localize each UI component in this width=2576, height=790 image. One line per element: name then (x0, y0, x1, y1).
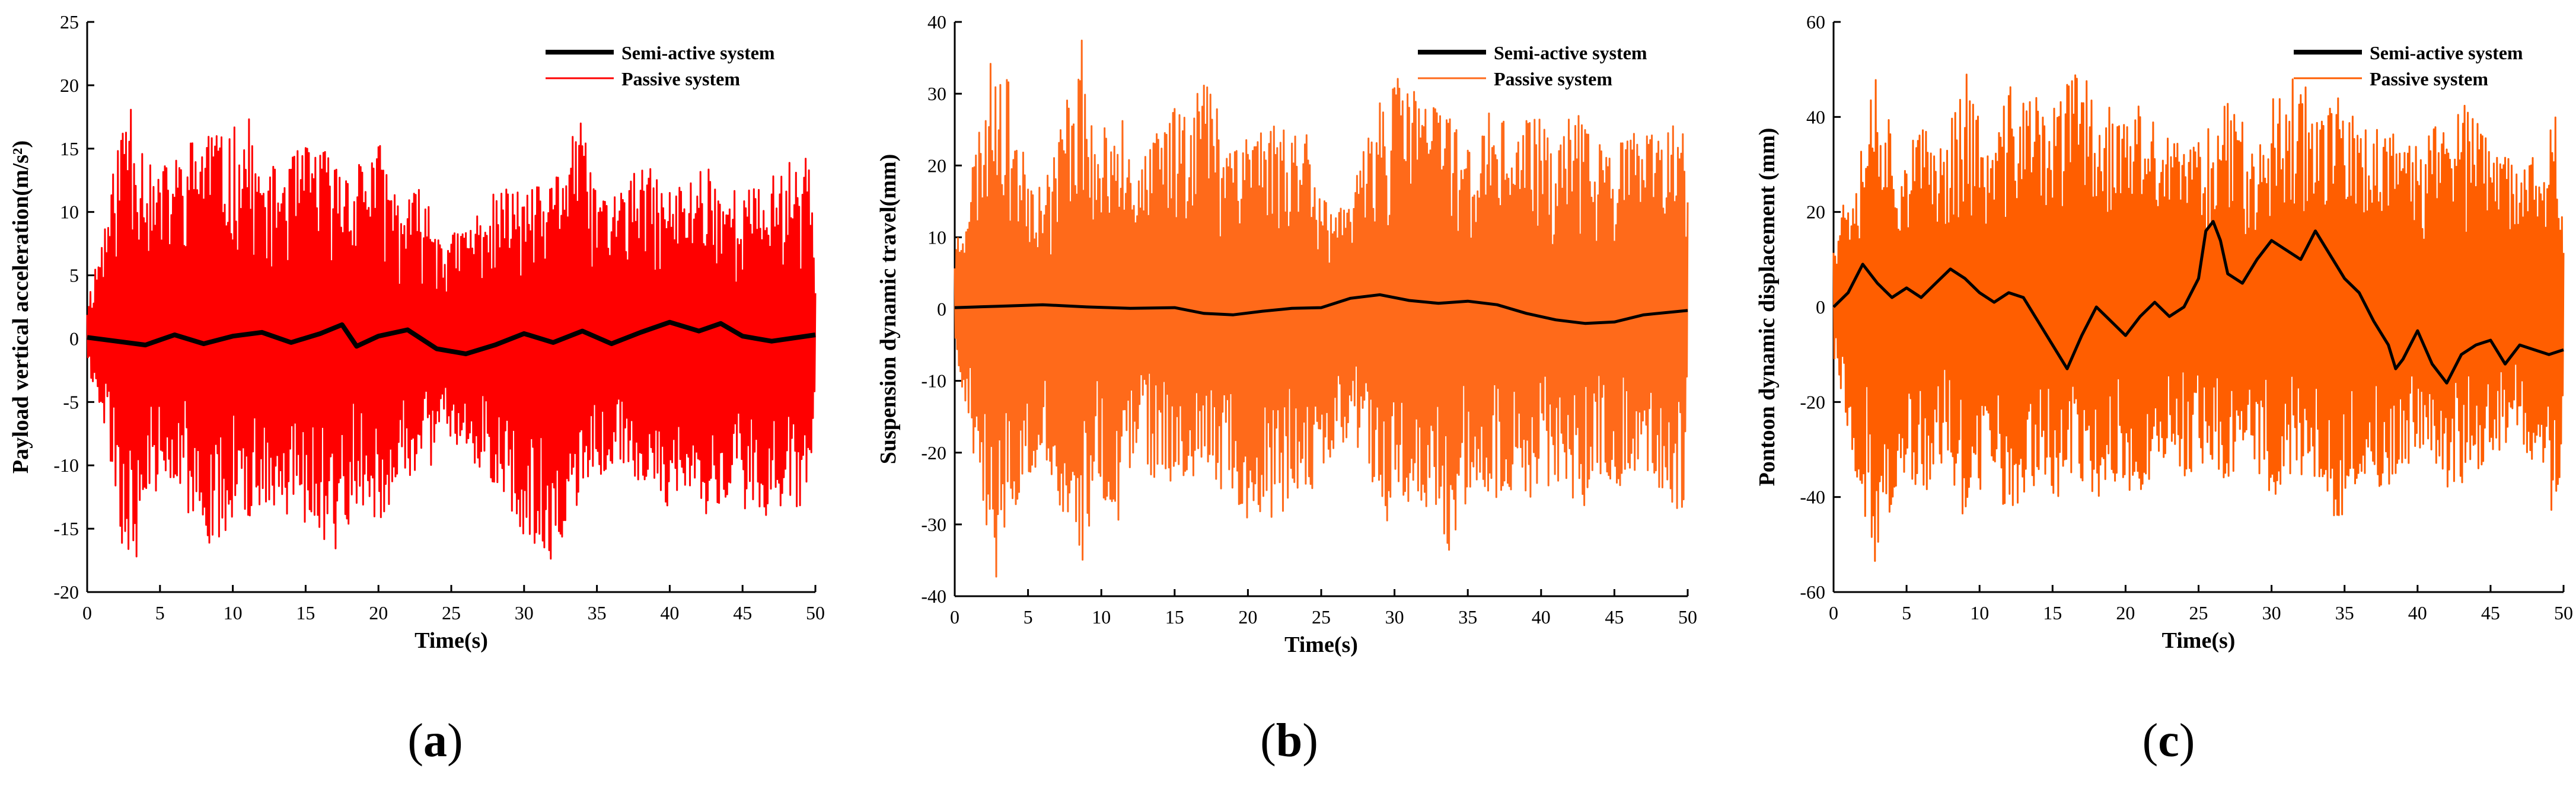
chart-b: -40 -30 -20 -10 0 10 20 30 40 0 5 10 15 20 25 30 35 40 45 5… (876, 11, 1697, 657)
y-tick-label: 0 (937, 299, 946, 320)
legend-label-passive: Passive system (621, 68, 740, 89)
x-tick-label: 35 (1458, 606, 1477, 628)
x-tick-label: 25 (1312, 606, 1331, 628)
y-tick-label: -40 (1800, 487, 1825, 508)
legend-label-passive: Passive system (1494, 68, 1612, 89)
x-tick-label: 15 (2043, 602, 2062, 623)
caption-a: (a) (407, 715, 463, 767)
x-tick-label: 35 (588, 602, 607, 623)
legend-label-semi-active: Semi-active system (1494, 42, 1647, 63)
y-tick-label: 30 (927, 83, 946, 104)
x-tick-label: 5 (1024, 606, 1033, 628)
x-axis-label: Time(s) (415, 628, 488, 653)
x-tick-label: 15 (1165, 606, 1184, 628)
x-tick-label: 45 (2481, 602, 2500, 623)
x-tick-label: 5 (155, 602, 165, 623)
y-tick-label: 0 (69, 328, 79, 349)
x-tick-label: 0 (82, 602, 92, 623)
x-tick-label: 0 (950, 606, 959, 628)
y-tick-label: -15 (53, 518, 79, 539)
x-tick-label: 20 (1238, 606, 1257, 628)
x-tick-label: 15 (296, 602, 315, 623)
semi-active-series-line (1832, 220, 2564, 385)
y-axis-label: Payload vertical acceleration(m/s²) (8, 140, 33, 474)
legend-label-semi-active: Semi-active system (621, 42, 775, 63)
y-tick-label: 15 (60, 138, 79, 159)
x-tick-label: 40 (2408, 602, 2427, 623)
y-tick-label: 20 (927, 155, 946, 176)
x-tick-label: 50 (2554, 602, 2573, 623)
x-axis-label: Time(s) (2162, 628, 2236, 653)
y-tick-label: -20 (53, 581, 79, 603)
semi-active-series-line (954, 293, 1688, 325)
y-tick-label: 20 (60, 75, 79, 96)
x-axis-label: Time(s) (1284, 632, 1358, 657)
y-tick-label: -20 (1800, 391, 1825, 412)
y-tick-label: -40 (921, 586, 946, 607)
chart-c: -60 -40 -20 0 20 40 60 0 5 10 15 20 25 30 35 40 45 50 Time… (1755, 11, 2573, 653)
x-tick-label: 25 (442, 602, 461, 623)
x-tick-label: 0 (1829, 602, 1838, 623)
x-tick-label: 25 (2189, 602, 2208, 623)
y-tick-label: 10 (927, 226, 946, 248)
y-tick-label: 10 (60, 202, 79, 223)
y-tick-label: 20 (1806, 202, 1825, 223)
passive-series-line (954, 39, 1689, 578)
y-tick-label: 60 (1806, 11, 1825, 33)
passive-series-line (86, 108, 817, 560)
y-tick-label: 5 (69, 265, 79, 286)
y-tick-label: -60 (1800, 581, 1825, 603)
chart-a: -20 -15 -10 -5 0 5 10 15 20 25 0 5 10 15 20 25 30 35 40 45 5… (8, 11, 825, 653)
y-tick-label: 25 (60, 11, 79, 33)
x-tick-label: 5 (1902, 602, 1911, 623)
x-tick-label: 35 (2335, 602, 2354, 623)
x-tick-label: 30 (1385, 606, 1404, 628)
y-axis-label: Pontoon dynamic displacement (mm) (1755, 128, 1780, 487)
y-tick-label: 0 (1816, 296, 1825, 318)
caption-c: (c) (2142, 715, 2195, 767)
x-tick-label: 40 (660, 602, 679, 623)
legend-label-semi-active: Semi-active system (2370, 42, 2523, 63)
y-tick-label: 40 (927, 11, 946, 33)
x-tick-label: 10 (1092, 606, 1111, 628)
y-tick-label: -30 (921, 514, 946, 535)
semi-active-series-line (87, 319, 816, 357)
caption-b: (b) (1260, 715, 1318, 767)
x-tick-label: 40 (1532, 606, 1551, 628)
x-tick-label: 10 (1970, 602, 1989, 623)
y-axis-label: Suspension dynamic travel(mm) (876, 154, 901, 465)
x-tick-label: 30 (515, 602, 534, 623)
y-tick-label: -20 (921, 442, 946, 463)
x-tick-label: 45 (733, 602, 752, 623)
passive-series-line (1832, 73, 2565, 562)
y-tick-label: -10 (921, 370, 946, 392)
x-tick-label: 45 (1605, 606, 1624, 628)
x-tick-label: 30 (2262, 602, 2281, 623)
x-tick-label: 50 (1678, 606, 1697, 628)
y-tick-label: 40 (1806, 106, 1825, 127)
y-tick-label: -10 (53, 455, 79, 476)
x-tick-label: 50 (806, 602, 825, 623)
y-tick-label: -5 (63, 391, 79, 412)
x-tick-label: 10 (224, 602, 243, 623)
x-tick-label: 20 (2116, 602, 2135, 623)
x-tick-label: 20 (369, 602, 388, 623)
legend-label-passive: Passive system (2370, 68, 2488, 89)
